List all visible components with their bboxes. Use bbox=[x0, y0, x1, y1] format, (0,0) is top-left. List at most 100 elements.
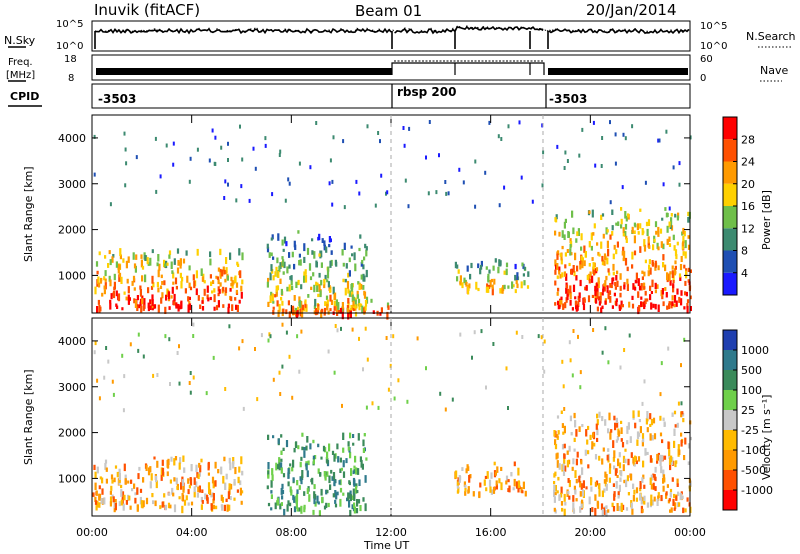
data-cell bbox=[408, 126, 411, 131]
data-cell bbox=[673, 428, 676, 436]
data-cell bbox=[96, 500, 99, 508]
colorbar-segment bbox=[723, 228, 737, 251]
data-cell bbox=[313, 498, 316, 505]
data-cell bbox=[569, 299, 572, 306]
data-cell bbox=[189, 390, 192, 395]
data-cell bbox=[278, 303, 281, 310]
nsearch-label: N.Search bbox=[746, 30, 796, 43]
data-cell bbox=[270, 237, 273, 241]
data-cell bbox=[573, 448, 576, 452]
data-cell bbox=[283, 261, 286, 269]
data-cell bbox=[657, 492, 660, 498]
data-cell bbox=[330, 259, 333, 266]
data-cell bbox=[175, 285, 178, 290]
data-cell bbox=[523, 266, 526, 271]
data-cell bbox=[575, 458, 578, 466]
data-cell bbox=[289, 276, 292, 280]
data-cell bbox=[172, 141, 175, 146]
data-cell bbox=[279, 149, 282, 154]
data-cell bbox=[356, 490, 359, 494]
data-cell bbox=[335, 299, 338, 306]
data-cell bbox=[121, 491, 125, 499]
data-cell bbox=[567, 288, 570, 297]
data-cell bbox=[293, 496, 296, 503]
data-cell bbox=[115, 303, 118, 307]
data-cell bbox=[684, 240, 687, 249]
data-cell bbox=[570, 241, 573, 247]
data-cell bbox=[353, 494, 356, 501]
data-cell bbox=[573, 412, 576, 419]
data-cell bbox=[275, 266, 278, 272]
data-cell bbox=[238, 299, 241, 304]
data-cell bbox=[287, 468, 290, 474]
data-cell bbox=[177, 260, 180, 266]
data-cell bbox=[642, 460, 645, 468]
data-cell bbox=[150, 473, 153, 481]
colorbar-segment bbox=[723, 430, 737, 450]
data-cell bbox=[662, 182, 665, 187]
data-cell bbox=[459, 281, 462, 285]
data-cell bbox=[483, 479, 486, 486]
data-cell bbox=[685, 270, 688, 279]
data-cell bbox=[239, 480, 242, 486]
data-cell bbox=[355, 483, 358, 488]
data-cell bbox=[661, 439, 664, 444]
colorbar-tick-label: -100 bbox=[741, 444, 766, 457]
data-cell bbox=[178, 381, 181, 386]
data-cell bbox=[664, 287, 667, 291]
data-cell bbox=[487, 286, 490, 293]
data-cell bbox=[680, 298, 683, 306]
data-cell bbox=[601, 255, 604, 262]
data-cell bbox=[237, 263, 240, 267]
data-cell bbox=[113, 273, 116, 281]
data-cell bbox=[323, 505, 327, 510]
nsky-trace bbox=[94, 25, 690, 49]
data-cell bbox=[585, 429, 588, 437]
data-cell bbox=[134, 492, 137, 496]
data-cell bbox=[306, 488, 309, 494]
data-cell bbox=[680, 401, 683, 406]
x-tick-label: 20:00 bbox=[574, 526, 606, 539]
data-cell bbox=[668, 455, 671, 459]
data-cell bbox=[561, 272, 564, 278]
data-cell bbox=[332, 475, 336, 480]
data-cell bbox=[362, 448, 365, 453]
data-cell bbox=[366, 124, 369, 129]
data-cell bbox=[166, 471, 169, 477]
data-cell bbox=[669, 280, 672, 286]
data-cell bbox=[689, 135, 692, 140]
data-cell bbox=[505, 480, 508, 485]
data-cell bbox=[342, 460, 345, 468]
data-cell bbox=[575, 429, 578, 437]
data-cell bbox=[683, 306, 686, 310]
data-cell bbox=[564, 252, 567, 257]
data-cell bbox=[646, 427, 649, 433]
data-cell bbox=[523, 280, 526, 286]
data-cell bbox=[223, 456, 226, 462]
data-cell bbox=[160, 274, 163, 279]
data-cell bbox=[174, 277, 178, 285]
data-cell bbox=[474, 204, 477, 209]
data-cell bbox=[612, 263, 615, 271]
data-cell bbox=[224, 482, 227, 490]
data-cell bbox=[272, 275, 275, 281]
data-cell bbox=[668, 449, 671, 457]
data-cell bbox=[275, 285, 278, 292]
data-cell bbox=[119, 254, 122, 260]
data-cell bbox=[602, 233, 605, 239]
data-cell bbox=[324, 301, 327, 307]
data-cell bbox=[492, 265, 495, 271]
data-cell bbox=[104, 463, 107, 470]
data-cell bbox=[631, 226, 634, 234]
data-cell bbox=[560, 410, 563, 414]
data-cell bbox=[497, 134, 500, 139]
data-cell bbox=[94, 500, 98, 505]
data-cell bbox=[572, 227, 575, 235]
data-cell bbox=[554, 259, 557, 267]
data-cell bbox=[223, 269, 226, 275]
data-cell bbox=[674, 460, 677, 468]
data-cell bbox=[254, 347, 256, 351]
data-cell bbox=[282, 259, 285, 267]
data-cell bbox=[572, 495, 575, 502]
data-cell bbox=[559, 253, 562, 257]
